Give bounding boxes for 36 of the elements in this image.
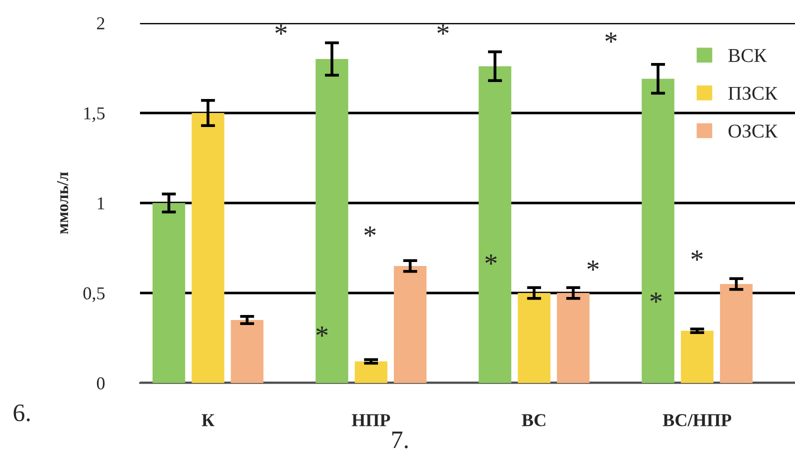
- text: 6.: [14, 404, 30, 422]
- legend-label: ВСК: [728, 49, 767, 62]
- bar: [316, 59, 348, 383]
- annotation: *: [605, 32, 617, 43]
- y-tick-label: 0,5: [83, 287, 105, 302]
- x-tick-label: НПР: [352, 414, 390, 426]
- x-tick-label: ВС: [522, 414, 546, 426]
- y-tick-label: 0: [96, 377, 105, 390]
- bar: [192, 113, 224, 383]
- y-axis-title: ммоль/л: [57, 172, 68, 234]
- text: 7.: [392, 432, 408, 448]
- annotation: *: [691, 250, 703, 261]
- annotation: *: [275, 24, 287, 35]
- bar: [394, 266, 426, 383]
- annotation: *: [650, 292, 662, 303]
- bar: [478, 66, 512, 383]
- y-tick-label: 1,5: [84, 107, 105, 122]
- annotation: *: [316, 326, 328, 337]
- bar: [680, 330, 714, 383]
- x-tick-label: К: [202, 414, 214, 426]
- legend-label: ОЗСК: [728, 124, 778, 138]
- legend-label: ПЗСК: [728, 86, 778, 100]
- bar: [556, 293, 590, 383]
- annotation: *: [485, 254, 497, 265]
- bar: [518, 293, 550, 383]
- bar: [642, 78, 674, 383]
- y-tick-label: 2: [97, 17, 104, 30]
- y-tick-label: 1: [98, 197, 104, 210]
- annotation: *: [364, 226, 376, 237]
- bar: [230, 320, 264, 383]
- annotation: *: [587, 260, 599, 271]
- x-tick-label: ВС/НПР: [662, 414, 732, 426]
- bar: [354, 361, 388, 383]
- bar: [152, 203, 186, 383]
- bar: [720, 284, 753, 383]
- annotation: *: [437, 24, 449, 35]
